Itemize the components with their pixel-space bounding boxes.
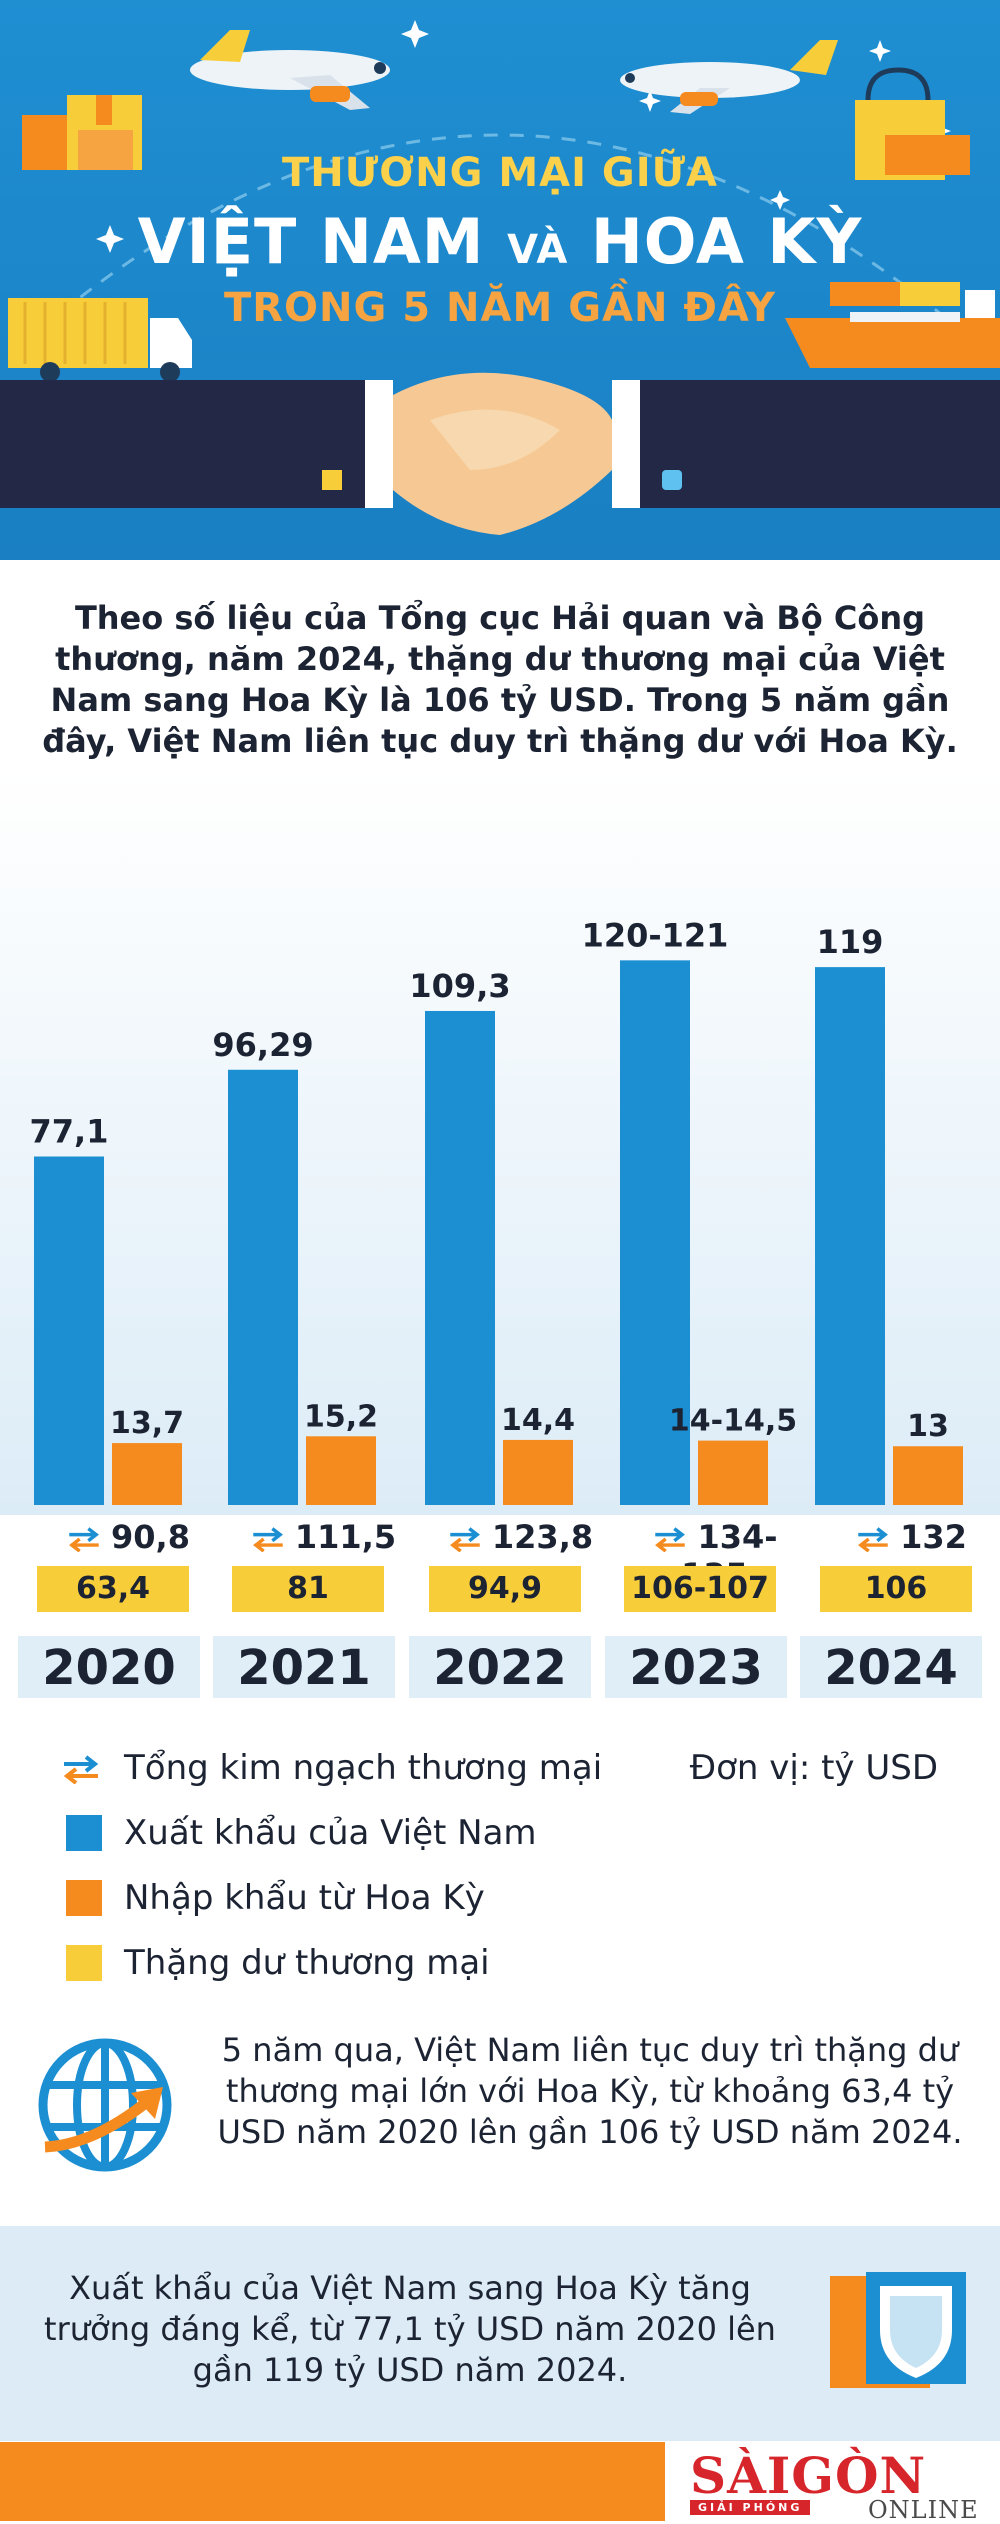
- intro-paragraph: Theo số liệu của Tổng cục Hải quan và Bộ…: [42, 599, 958, 760]
- header-banner: THƯƠNG MẠI GIỮA VIỆT NAM VÀ HOA KỲ TRONG…: [0, 0, 1000, 560]
- total-trade-arrows-icon: [449, 1527, 480, 1552]
- legend-import-label: Nhập khẩu từ Hoa Kỳ: [124, 1878, 485, 1918]
- total-trade-arrows-icon: [69, 1527, 99, 1552]
- airplane-right-icon: [620, 40, 838, 114]
- brand-logo: SÀIGÒN: [690, 2446, 927, 2505]
- legend-export-label: Xuất khẩu của Việt Nam: [124, 1813, 537, 1853]
- shopping-bag-icon: [855, 67, 970, 180]
- export-bar-2023: [620, 960, 690, 1505]
- import-bar-2022: [503, 1439, 573, 1505]
- legend-surplus-label: Thặng dư thương mại: [124, 1943, 490, 1983]
- cargo-box-icon: [22, 95, 142, 170]
- footer-bar: [0, 2442, 665, 2521]
- total-trade-arrows-icon: [63, 1755, 99, 1784]
- title-vietnam: VIỆT NAM: [137, 205, 485, 278]
- total-trade-value: 90,8: [111, 1518, 190, 1556]
- surplus-value-2023: 106-107: [624, 1566, 776, 1612]
- surplus-value-2024: 106: [820, 1566, 972, 1612]
- note-export-growth: Xuất khẩu của Việt Nam sang Hoa Kỳ tăng …: [44, 2269, 776, 2389]
- total-trade-2021: 111,5: [230, 1518, 415, 1562]
- total-trade-2020: 90,8: [35, 1518, 220, 1562]
- title-conj: VÀ: [507, 227, 569, 273]
- total-trade-arrows-icon: [252, 1527, 283, 1552]
- export-value-label-2020: 77,1: [30, 1113, 109, 1151]
- export-bar-2021: [228, 1069, 298, 1505]
- import-value-label-2021: 15,2: [304, 1399, 378, 1434]
- bar-chart: 77,1 13,7 96,29 15,2 109,3 14,4 120-121 14-14,5…: [30, 916, 963, 1505]
- handshake-icon: [0, 372, 1000, 535]
- export-value-label-2022: 109,3: [409, 967, 510, 1005]
- unit-label: Đơn vị: tỷ USD: [689, 1748, 938, 1788]
- shield-book-icon: [830, 2272, 966, 2388]
- import-value-label-2022: 14,4: [501, 1403, 575, 1438]
- airplane-left-icon: [190, 30, 390, 110]
- brand-online: ONLINE: [868, 2496, 979, 2524]
- total-trade-value: 111,5: [294, 1518, 397, 1556]
- export-value-label-2023: 120-121: [582, 916, 729, 954]
- title-usa: HOA KỲ: [590, 205, 863, 278]
- export-bar-2020: [34, 1156, 104, 1505]
- truck-icon: [8, 298, 192, 382]
- import-value-label-2024: 13: [907, 1409, 949, 1444]
- export-bar-2022: [425, 1010, 495, 1505]
- year-label-2022: 2022: [409, 1636, 591, 1698]
- legend-surplus-swatch: [66, 1945, 102, 1981]
- year-label-2023: 2023: [605, 1636, 787, 1698]
- legend-export-swatch: [66, 1815, 102, 1851]
- header-illustration: [0, 20, 1000, 535]
- legend-total-label: Tổng kim ngạch thương mại: [124, 1748, 603, 1788]
- total-trade-value: 132: [900, 1518, 967, 1556]
- note-surplus: 5 năm qua, Việt Nam liên tục duy trì thặ…: [217, 2031, 963, 2151]
- globe-icon: [38, 2038, 172, 2172]
- header-title-line3: TRONG 5 NĂM GẦN ĐÂY: [223, 285, 777, 331]
- export-value-label-2024: 119: [817, 923, 884, 961]
- export-bar-2024: [815, 967, 885, 1505]
- total-trade-arrows-icon: [655, 1527, 686, 1552]
- import-bar-2024: [893, 1446, 963, 1505]
- surplus-value-2022: 94,9: [429, 1566, 581, 1612]
- brand-subtitle: GIẢI PHÓNG: [690, 2500, 811, 2515]
- legend-import-swatch: [66, 1880, 102, 1916]
- year-label-2024: 2024: [800, 1636, 982, 1698]
- total-trade-arrows-icon: [858, 1527, 889, 1552]
- total-trade-value: 123,8: [491, 1518, 594, 1556]
- total-trade-2024: 132: [818, 1518, 1000, 1562]
- header-title-line2: VIỆT NAM VÀ HOA KỲ: [0, 205, 1000, 278]
- total-trade-2023: 134-135: [622, 1518, 807, 1594]
- total-trade-2022: 123,8: [427, 1518, 612, 1562]
- export-value-label-2021: 96,29: [212, 1026, 313, 1064]
- import-value-label-2020: 13,7: [110, 1406, 184, 1441]
- year-label-2020: 2020: [18, 1636, 200, 1698]
- year-label-2021: 2021: [213, 1636, 395, 1698]
- import-bar-2023: [698, 1440, 768, 1505]
- import-bar-2020: [112, 1443, 182, 1505]
- surplus-value-2020: 63,4: [37, 1566, 189, 1612]
- cargo-ship-icon: [785, 282, 1000, 368]
- surplus-value-2021: 81: [232, 1566, 384, 1612]
- header-title-line1: THƯƠNG MẠI GIỮA: [281, 150, 718, 196]
- import-bar-2021: [306, 1436, 376, 1505]
- import-value-label-2023: 14-14,5: [669, 1404, 797, 1439]
